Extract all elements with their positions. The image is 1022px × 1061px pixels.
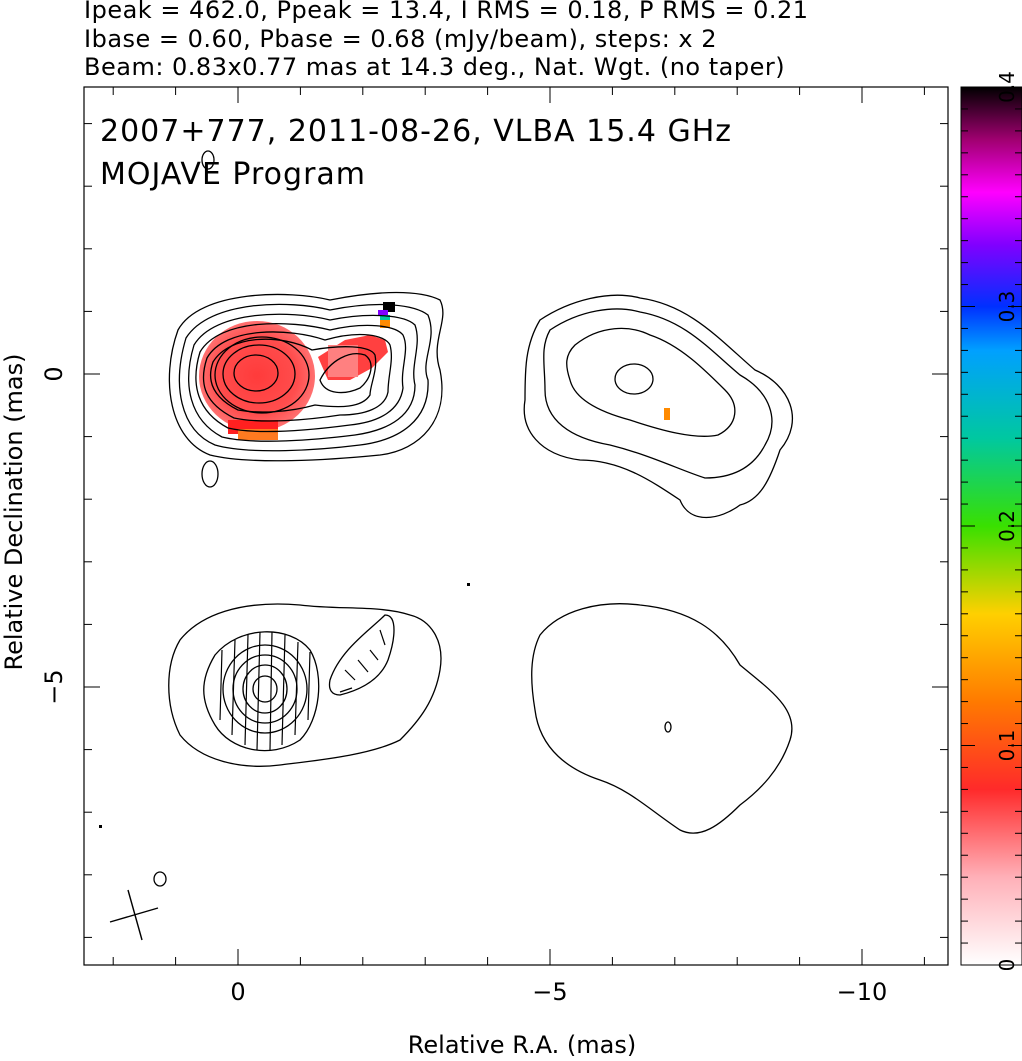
outer-contour-4 — [614, 363, 654, 395]
outer-contour-2 — [543, 308, 773, 479]
y-tick-label: −5 — [40, 669, 68, 704]
header-line-2: Ibase = 0.60, Pbase = 0.68 (mJy/beam), s… — [84, 25, 718, 53]
contour-level-2 — [178, 303, 432, 452]
x-tick-labels: 0 −5 −10 — [230, 978, 887, 1006]
bottom-contour-6 — [252, 675, 278, 703]
outer-pol-pixel — [664, 408, 670, 420]
x-tick-label: −10 — [837, 978, 888, 1006]
x-tick-label: 0 — [230, 978, 245, 1006]
knot-inner-contour — [319, 353, 372, 394]
knot-pol-pale — [328, 345, 358, 377]
x-axis-title: Relative R.A. (mas) — [408, 1031, 636, 1059]
chart-subtitle: MOJAVE Program — [100, 157, 366, 192]
contour-island-1 — [201, 460, 219, 488]
outer-contour-1 — [523, 294, 794, 519]
contour-island-2 — [201, 150, 215, 170]
colorbar-ticks: 0 0.1 0.2 0.3 0.4 — [961, 71, 1022, 971]
contour-level-8 — [222, 344, 296, 404]
contour-level-3 — [188, 313, 418, 442]
contours-bottom — [153, 603, 793, 887]
contour-level-6 — [209, 338, 377, 413]
bottom-contour-5 — [242, 664, 288, 714]
x-tick-label: −5 — [532, 978, 567, 1006]
y-axis-title: Relative Declination (mas) — [0, 353, 28, 670]
colorbar-label: 0.3 — [995, 291, 1019, 323]
header-line-1: Ipeak = 462.0, Ppeak = 13.4, I RMS = 0.1… — [84, 0, 809, 24]
y-tick-label: 0 — [40, 366, 68, 381]
contours-top — [168, 150, 794, 519]
colorbar-label: 0 — [995, 959, 1019, 972]
header-line-3: Beam: 0.83x0.77 mas at 14.3 deg., Nat. W… — [84, 53, 786, 81]
contour-level-5 — [202, 331, 393, 422]
noise-speck-1 — [99, 825, 102, 828]
y-tick-labels: 0 −5 — [40, 366, 68, 704]
contour-level-4 — [195, 322, 407, 433]
bottom-knot-contour — [328, 614, 395, 696]
pol-pixel-cyan — [380, 315, 390, 320]
bottom-island — [153, 871, 167, 887]
outer-contour-3 — [566, 327, 736, 437]
colorbar-label: 0.1 — [995, 730, 1019, 762]
contour-level-7 — [214, 336, 310, 414]
noise-speck-2 — [467, 583, 470, 586]
evpa-sticks — [219, 629, 386, 751]
outer-bottom-contour — [531, 603, 793, 834]
chart-title: 2007+777, 2011-08-26, VLBA 15.4 GHz — [100, 114, 732, 149]
axis-ticks — [84, 87, 948, 965]
colorbar-label: 0.4 — [995, 71, 1019, 103]
plot-frame — [83, 86, 949, 966]
core-pol-edge-orange — [238, 429, 278, 440]
pol-pixel-black — [383, 302, 395, 312]
bottom-contour-2 — [203, 631, 320, 752]
bottom-contour-3 — [222, 644, 308, 734]
bottom-contour-1 — [168, 603, 442, 767]
contour-level-9 — [233, 354, 279, 392]
contour-level-1 — [168, 291, 444, 462]
pol-pixel-orange — [380, 320, 390, 328]
outer-bottom-islet — [664, 721, 672, 733]
beam-cross — [109, 889, 159, 941]
colorbar-label: 0.2 — [995, 510, 1019, 542]
pol-pixel-violet — [378, 310, 388, 315]
